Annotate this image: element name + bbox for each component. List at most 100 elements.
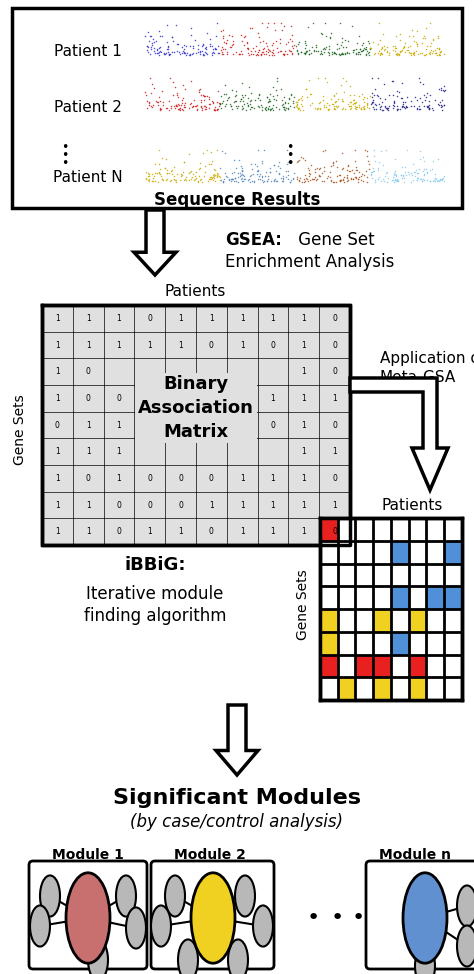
Point (360, 94, 368, 110)
Point (407, 46, 415, 61)
Point (237, 171, 245, 187)
Point (292, 97, 300, 113)
Point (322, 40, 330, 56)
Point (289, 46, 296, 61)
Point (374, 163, 382, 178)
Point (276, 31, 283, 47)
Text: Iterative module: Iterative module (86, 585, 224, 603)
Point (325, 101, 333, 117)
Point (203, 89, 210, 104)
Point (313, 101, 321, 117)
Point (358, 44, 366, 59)
Point (437, 172, 444, 188)
Point (268, 37, 276, 53)
Point (420, 154, 428, 169)
Point (153, 94, 161, 110)
Point (394, 173, 401, 189)
Point (235, 47, 242, 62)
Point (438, 81, 445, 96)
Text: •: • (286, 149, 294, 163)
Point (178, 39, 186, 55)
Point (228, 82, 235, 97)
Point (219, 94, 227, 109)
Point (144, 39, 151, 55)
Point (264, 172, 271, 188)
Text: 0: 0 (332, 341, 337, 350)
Point (366, 41, 374, 56)
Point (382, 92, 389, 107)
Point (232, 160, 239, 175)
Point (316, 100, 324, 116)
Point (189, 38, 197, 54)
Point (192, 165, 200, 180)
Point (317, 46, 325, 61)
Point (357, 43, 365, 58)
Point (177, 46, 184, 61)
Point (422, 161, 430, 176)
Text: Module 2: Module 2 (174, 848, 246, 862)
Point (257, 171, 264, 187)
Point (246, 96, 254, 112)
Point (213, 142, 220, 158)
Point (276, 35, 283, 51)
Point (211, 40, 219, 56)
Text: 0: 0 (271, 341, 275, 350)
Point (390, 168, 397, 183)
Point (262, 164, 269, 179)
Text: 0: 0 (86, 367, 91, 376)
Point (239, 89, 247, 104)
Point (338, 46, 346, 61)
Point (438, 171, 445, 187)
Text: 0: 0 (86, 473, 91, 483)
Point (266, 160, 273, 175)
Text: 0: 0 (117, 501, 121, 509)
Point (219, 174, 227, 190)
Text: 1: 1 (271, 393, 275, 403)
Point (353, 163, 361, 178)
Point (176, 100, 184, 116)
Point (293, 169, 301, 185)
Point (258, 44, 265, 59)
Point (410, 28, 417, 44)
Point (440, 78, 447, 94)
Point (209, 94, 216, 109)
Point (339, 161, 346, 176)
Point (301, 33, 309, 49)
Point (276, 44, 283, 59)
Point (269, 88, 277, 103)
Text: 1: 1 (86, 341, 91, 350)
Point (423, 165, 430, 180)
Point (425, 93, 433, 108)
Point (324, 45, 332, 60)
Point (331, 94, 339, 110)
Point (343, 169, 351, 184)
Point (186, 47, 194, 62)
Point (256, 92, 264, 107)
Point (147, 85, 155, 100)
Point (200, 88, 208, 103)
Point (355, 169, 362, 185)
Point (334, 98, 341, 114)
Point (180, 99, 187, 115)
Point (378, 42, 385, 57)
Point (350, 43, 357, 58)
Point (280, 47, 288, 62)
Point (187, 73, 194, 89)
Point (380, 26, 387, 42)
Point (162, 160, 169, 175)
Point (191, 92, 198, 107)
Point (349, 171, 356, 187)
Text: 0: 0 (332, 527, 337, 536)
Point (157, 101, 164, 117)
Point (379, 158, 387, 173)
Point (145, 97, 152, 113)
Point (194, 41, 202, 56)
Point (150, 170, 157, 186)
Point (297, 44, 304, 59)
Point (287, 172, 294, 188)
Point (145, 94, 153, 110)
Point (287, 19, 294, 34)
Point (174, 101, 182, 117)
Point (362, 46, 370, 61)
Point (351, 99, 358, 115)
